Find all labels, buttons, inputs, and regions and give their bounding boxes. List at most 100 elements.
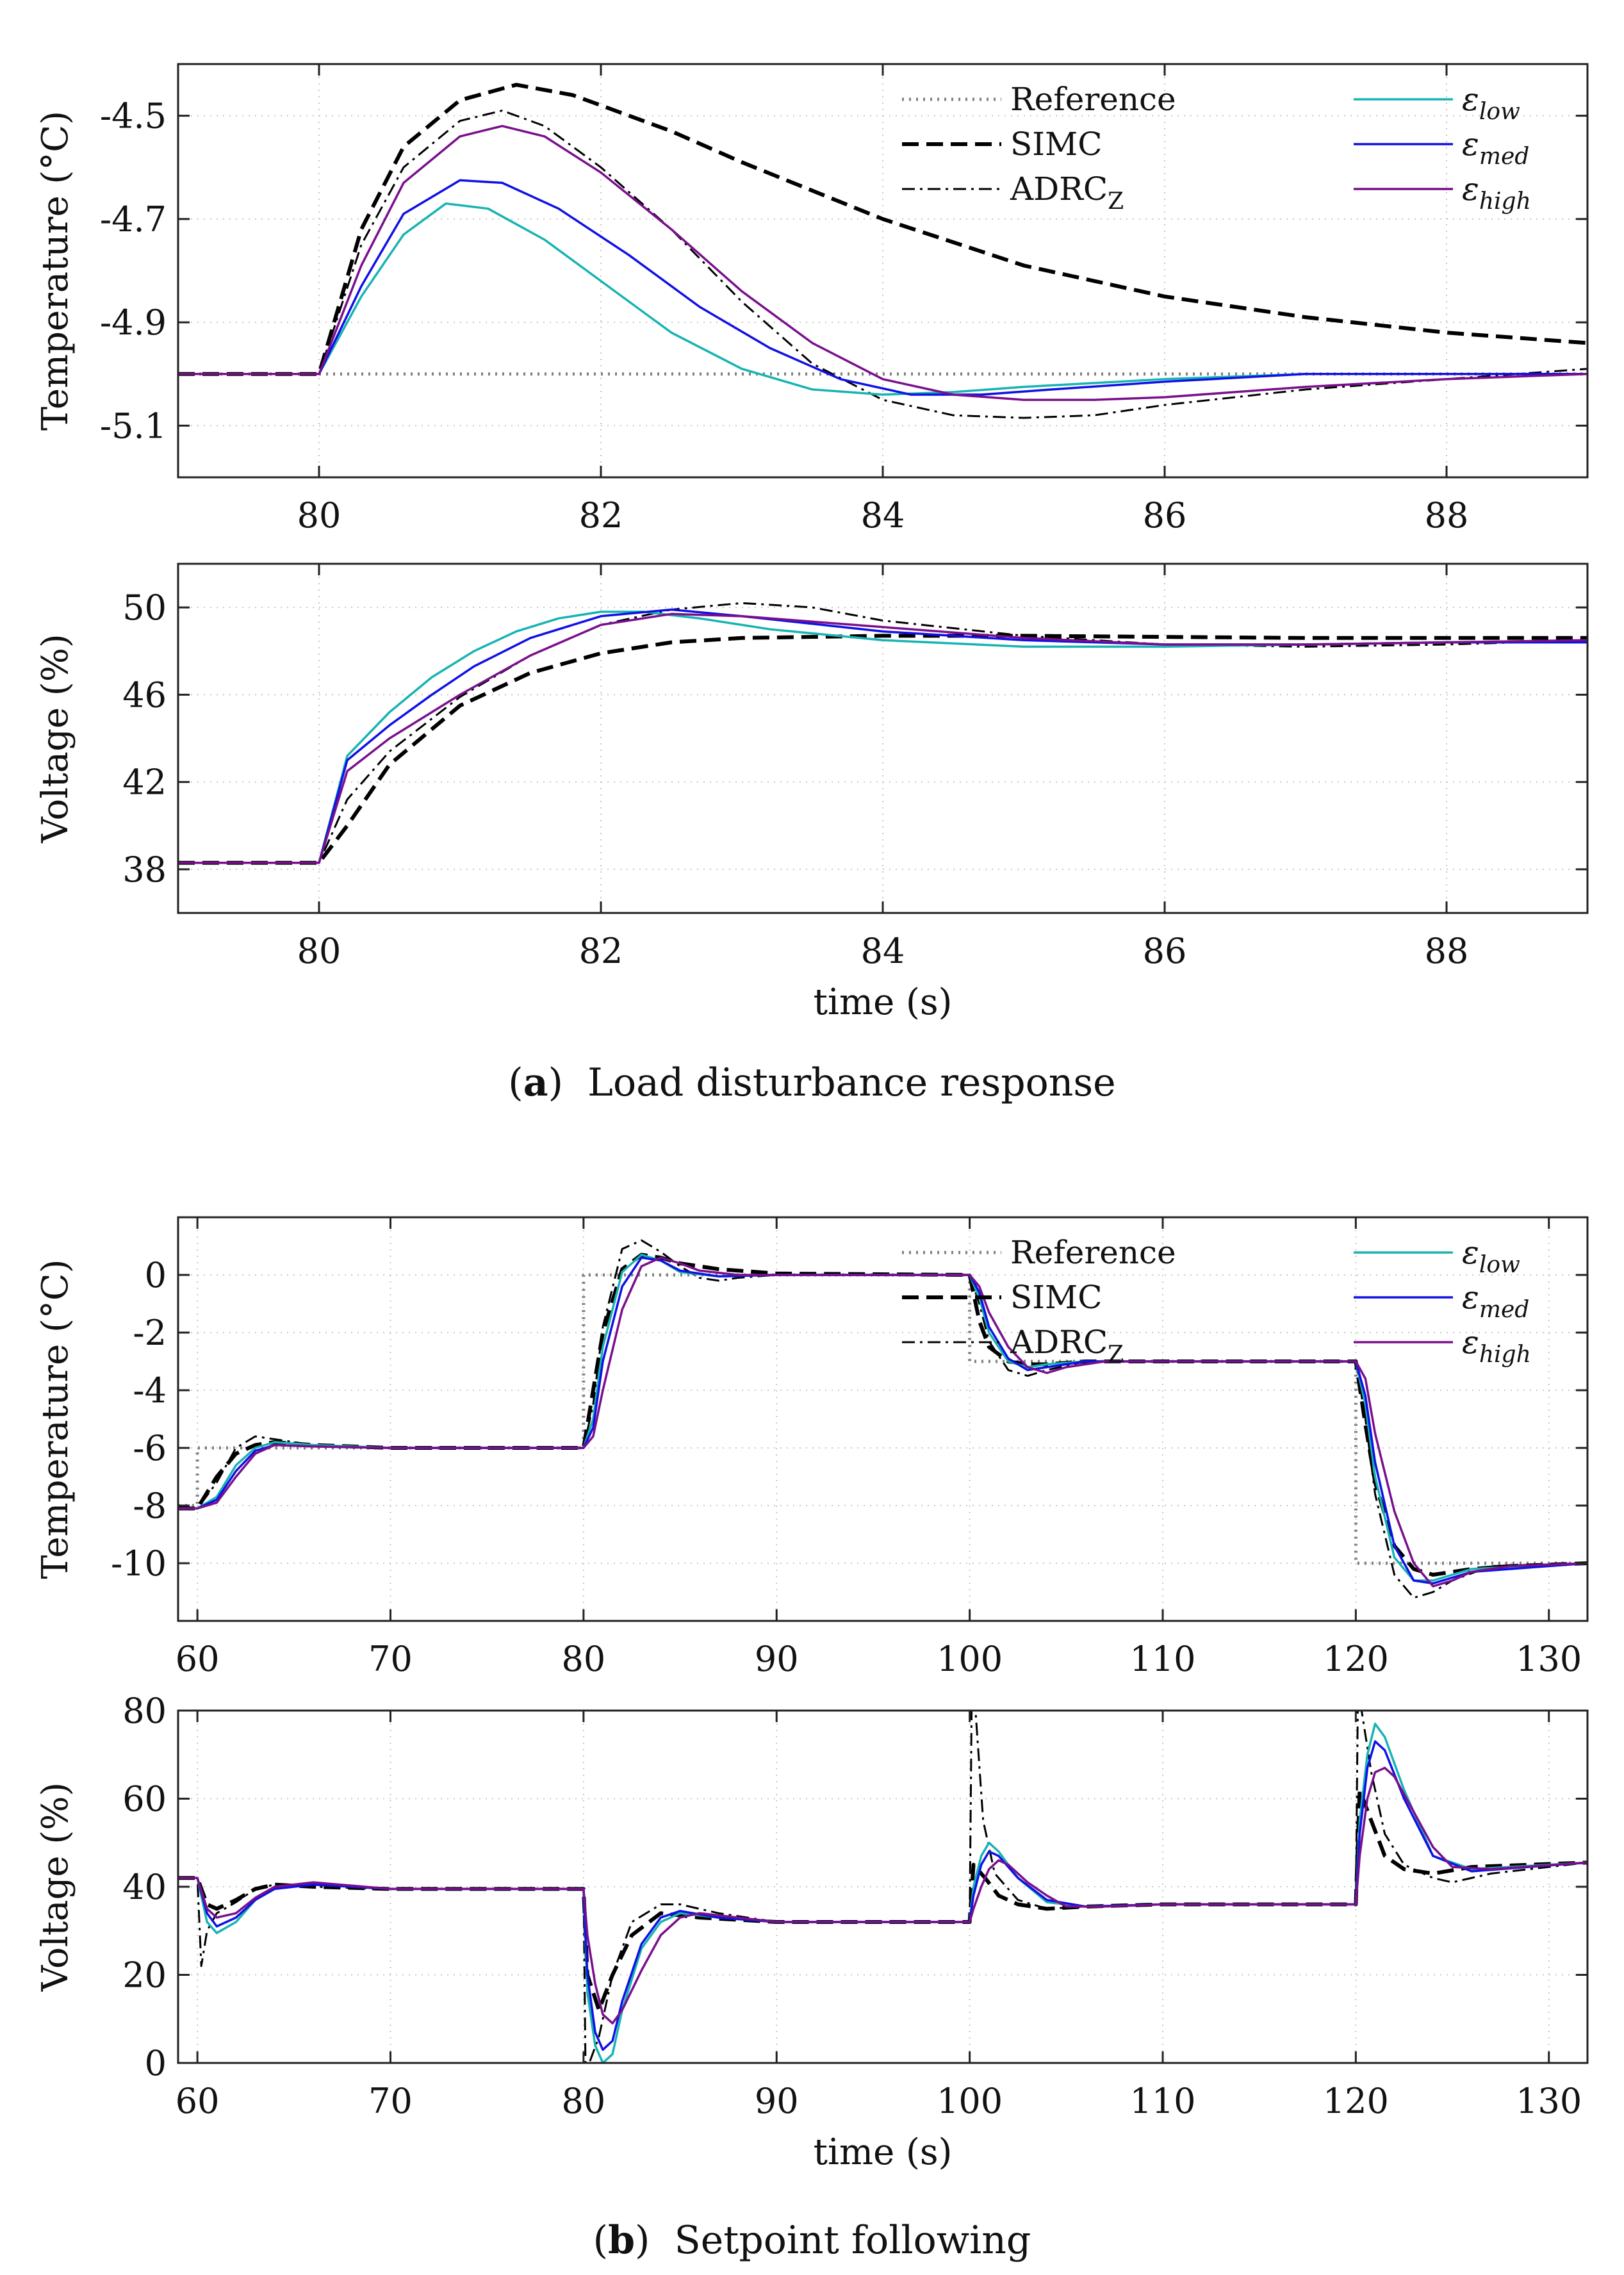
series-line-simc: [178, 1787, 1587, 2012]
y-tick-label: -2: [133, 1313, 167, 1353]
x-tick-label: 82: [579, 495, 623, 536]
y-tick-label: -4: [133, 1370, 167, 1411]
x-tick-label: 110: [1129, 1639, 1195, 1679]
x-tick-label: 82: [579, 931, 623, 971]
y-axis-label: Voltage (%): [35, 634, 76, 844]
y-axis-label: Voltage (%): [35, 1782, 76, 1992]
chart-a_temp: 80 82 84 86 88 -4.5 -4.7 -4.9 -5.1 Temperature (°…: [35, 63, 1589, 536]
caption-a-text: Load disturbance response: [587, 1060, 1116, 1105]
y-tick-label: -6: [133, 1428, 167, 1468]
y-tick-label: 42: [122, 762, 167, 803]
caption-b-letter: b: [608, 2218, 636, 2263]
series-line-ref: [178, 1273, 1587, 1565]
chart-a_volt: 80 82 84 86 88 38 42 46 50 Voltage (%) time (s): [35, 563, 1589, 1023]
series-line-low: [178, 611, 1587, 864]
x-tick-label: 84: [861, 495, 905, 536]
y-tick-label: -4.9: [100, 302, 167, 343]
axes-frame: [177, 63, 1589, 479]
x-tick-label: 90: [755, 2081, 799, 2121]
y-tick-label: 38: [122, 850, 167, 890]
x-tick-label: 86: [1143, 495, 1187, 536]
y-tick-label: -4.7: [100, 199, 167, 240]
series-line-high: [178, 1256, 1587, 1588]
x-tick-label: 88: [1425, 931, 1469, 971]
series-line-med: [178, 1256, 1587, 1585]
x-tick-label: 80: [562, 1639, 606, 1679]
y-tick-label: -5.1: [100, 406, 167, 446]
legend-label-ref: Reference: [1010, 81, 1176, 118]
caption-b: (b) Setpoint following: [593, 2218, 1031, 2263]
x-tick-label: 100: [937, 2081, 1003, 2121]
y-axis-label: Temperature (°C): [35, 1259, 76, 1579]
legend-label-high: εhigh: [1462, 1324, 1531, 1368]
y-tick-label: 0: [145, 2043, 167, 2083]
x-tick-label: 100: [937, 1639, 1003, 1679]
axes-frame: [177, 1216, 1589, 1622]
y-tick-label: 80: [122, 1691, 167, 1731]
x-tick-label: 60: [176, 2081, 220, 2121]
y-tick-label: -4.5: [100, 96, 167, 136]
x-tick-label: 70: [368, 2081, 413, 2121]
x-tick-label: 88: [1425, 495, 1469, 536]
x-tick-label: 120: [1323, 2081, 1389, 2121]
y-tick-label: 40: [122, 1867, 167, 1907]
x-tick-label: 130: [1516, 1639, 1582, 1679]
series-line-low: [178, 1722, 1587, 2063]
series-line-adrc: [178, 1711, 1587, 2063]
series-line-med: [178, 1740, 1587, 2051]
x-tick-label: 70: [368, 1639, 413, 1679]
legend-label-high: εhigh: [1462, 170, 1531, 215]
x-tick-label: 120: [1323, 1639, 1389, 1679]
series-line-adrc: [178, 1239, 1587, 1599]
y-tick-label: 0: [145, 1255, 167, 1295]
y-tick-label: 60: [122, 1779, 167, 1819]
x-axis-label: time (s): [814, 981, 953, 1023]
y-tick-label: 50: [122, 587, 167, 628]
legend-label-med: εmed: [1462, 1279, 1529, 1323]
series-group: [178, 83, 1587, 419]
caption-a-letter: a: [523, 1060, 548, 1105]
legend-label-low: εlow: [1462, 1234, 1520, 1278]
chart-b_temp: 60 70 80 90 100 110 120 130 0 -2 -4 -6 -8 -10 Temperat…: [35, 1216, 1589, 1679]
legend-label-med: εmed: [1462, 126, 1529, 170]
series-line-high: [178, 1766, 1587, 2025]
caption-a: (a) Load disturbance response: [508, 1060, 1116, 1105]
series-line-high: [178, 612, 1587, 864]
series-line-adrc: [178, 602, 1587, 864]
x-tick-label: 80: [297, 931, 341, 971]
legend-label-simc: SIMC: [1010, 1279, 1102, 1316]
legend-label-adrc: ADRCZ: [1010, 170, 1124, 215]
series-line-low: [178, 1253, 1587, 1582]
series-line-med: [178, 179, 1587, 396]
y-tick-label: -8: [133, 1486, 167, 1526]
series-line-high: [178, 124, 1587, 401]
x-tick-label: 90: [755, 1639, 799, 1679]
series-line-adrc: [178, 110, 1587, 419]
y-axis-label: Temperature (°C): [35, 111, 76, 431]
x-tick-label: 110: [1129, 2081, 1195, 2121]
x-tick-label: 80: [297, 495, 341, 536]
y-tick-label: -10: [111, 1543, 167, 1584]
legend-label-low: εlow: [1462, 81, 1520, 125]
series-line-simc: [178, 1252, 1587, 1577]
y-tick-label: 46: [122, 675, 167, 715]
x-tick-label: 80: [562, 2081, 606, 2121]
x-tick-label: 60: [176, 1639, 220, 1679]
series-group: [178, 1711, 1587, 2063]
series-line-low: [178, 202, 1587, 396]
series-line-simc: [178, 634, 1587, 865]
series-line-simc: [178, 83, 1587, 376]
x-tick-label: 84: [861, 931, 905, 971]
series-group: [178, 602, 1587, 865]
series-group: [178, 1239, 1587, 1599]
x-tick-label: 130: [1516, 2081, 1582, 2121]
legend-label-simc: SIMC: [1010, 126, 1102, 163]
x-tick-label: 86: [1143, 931, 1187, 971]
chart-b_volt: 60 70 80 90 100 110 120 130 0 20 40 60 80 Voltage (%)…: [35, 1691, 1589, 2173]
y-tick-label: 20: [122, 1955, 167, 1996]
x-axis-label: time (s): [814, 2131, 953, 2173]
legend-label-ref: Reference: [1010, 1234, 1176, 1271]
